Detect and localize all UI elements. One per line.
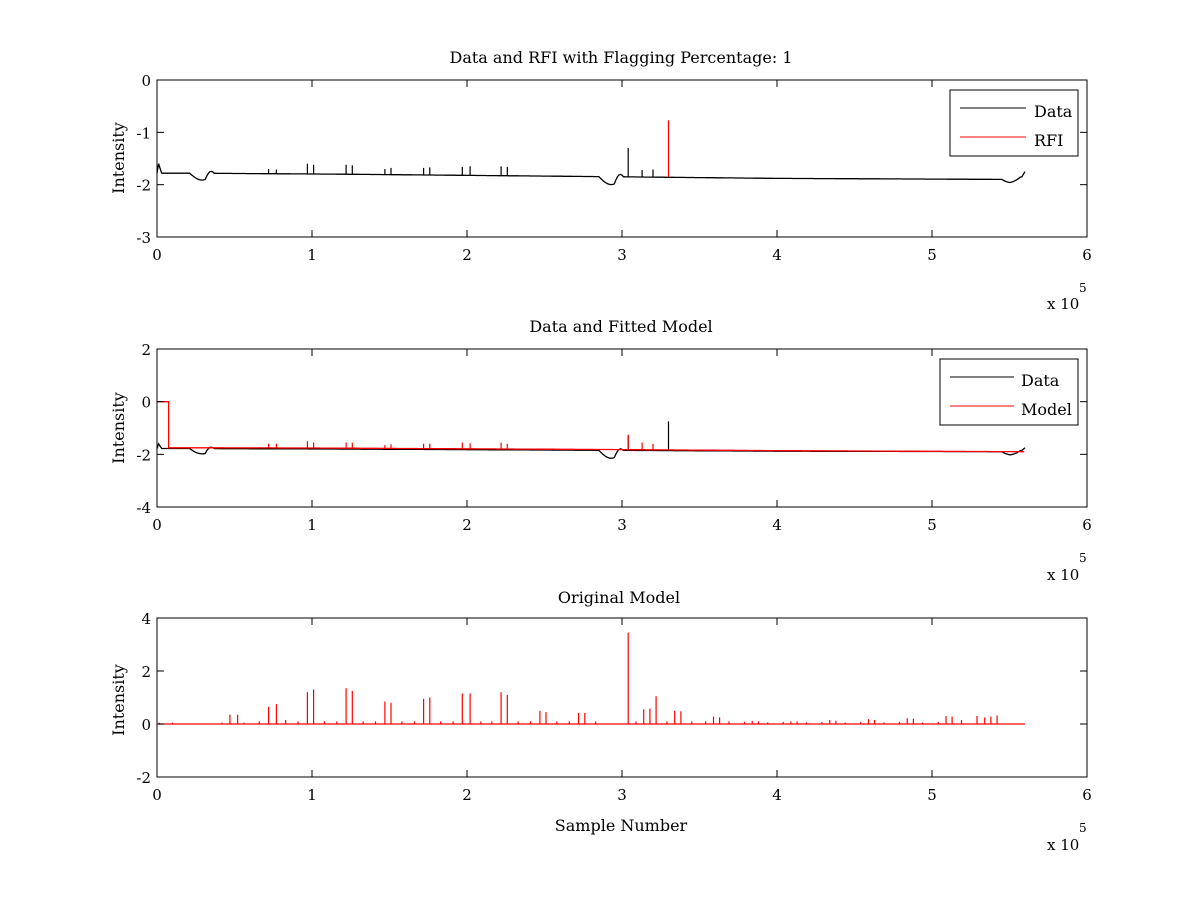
y-tick-label: 0 <box>141 394 151 412</box>
x-tick-label: 0 <box>152 246 162 264</box>
y-tick-label: -2 <box>136 446 151 464</box>
x-tick-label: 6 <box>1082 246 1092 264</box>
x-tick-label: 4 <box>772 786 782 804</box>
x-exponent-base: x 10 <box>1047 566 1079 584</box>
y-axis-label: Intensity <box>109 664 128 736</box>
y-tick-label: 4 <box>141 610 151 628</box>
subplot-title: Original Model <box>558 588 680 607</box>
x-exponent-base: x 10 <box>1047 295 1079 313</box>
y-axis-label: Intensity <box>109 122 128 194</box>
y-axis: -2 0 2 4 <box>136 610 1087 787</box>
x-tick-label: 4 <box>772 246 782 264</box>
series-line <box>157 401 1025 453</box>
x-axis: 0 1 2 3 4 5 6 <box>152 618 1092 804</box>
x-tick-label: 3 <box>617 246 627 264</box>
legend-label-model: Model <box>1021 400 1072 419</box>
subplot-title: Data and Fitted Model <box>529 317 712 336</box>
x-axis: 0 1 2 3 4 5 6 <box>152 349 1092 534</box>
x-exponent-power: 5 <box>1079 281 1087 295</box>
subplot-data-model: Data and Fitted Model Intensity 0 1 2 3 4 5 6-… <box>109 317 1092 584</box>
x-tick-label: 1 <box>307 516 317 534</box>
x-tick-label: 4 <box>772 516 782 534</box>
x-axis: 0 1 2 3 4 5 6 <box>152 80 1092 264</box>
series-line <box>156 163 1026 186</box>
y-tick-label: 2 <box>141 663 151 681</box>
legend: Data RFI <box>949 89 1079 157</box>
y-tick-label: 0 <box>141 716 151 734</box>
plot-area: 0 1 2 3 4 5 6 -3 -2 -1 0 <box>136 72 1091 264</box>
series-model <box>157 401 1025 453</box>
plot-area: 0 1 2 3 4 5 6 -4 -2 0 2 <box>136 341 1091 534</box>
y-tick-label: 0 <box>141 72 151 90</box>
x-tick-label: 5 <box>927 516 937 534</box>
y-tick-label: -1 <box>136 124 151 142</box>
y-axis: -4 -2 0 2 <box>136 341 1087 517</box>
legend-label-data: Data <box>1034 102 1073 121</box>
y-tick-label: -4 <box>136 499 151 517</box>
x-tick-label: 3 <box>617 786 627 804</box>
x-exponent-label: x 10 5 <box>1047 551 1087 584</box>
x-tick-label: 0 <box>152 786 162 804</box>
legend-box <box>949 89 1079 157</box>
x-axis-label: Sample Number <box>555 816 688 835</box>
subplot-title: Data and RFI with Flagging Percentage: 1 <box>449 48 792 67</box>
x-exponent-power: 5 <box>1079 821 1087 835</box>
x-tick-label: 3 <box>617 516 627 534</box>
x-tick-label: 1 <box>307 246 317 264</box>
legend-box <box>939 358 1079 426</box>
x-exponent-label: x 10 5 <box>1047 821 1087 854</box>
x-tick-label: 5 <box>927 246 937 264</box>
x-tick-label: 6 <box>1082 516 1092 534</box>
x-tick-label: 6 <box>1082 786 1092 804</box>
subplot-data-rfi: Data and RFI with Flagging Percentage: 1… <box>109 48 1092 313</box>
y-tick-label: -2 <box>136 769 151 787</box>
x-exponent-base: x 10 <box>1047 836 1079 854</box>
legend: Data Model <box>939 358 1079 426</box>
series-data <box>156 148 1026 186</box>
y-axis: -3 -2 -1 0 <box>136 72 1087 247</box>
x-tick-label: 2 <box>462 786 472 804</box>
y-tick-label: -2 <box>136 177 151 195</box>
x-tick-label: 0 <box>152 516 162 534</box>
x-tick-label: 2 <box>462 516 472 534</box>
x-tick-label: 2 <box>462 246 472 264</box>
legend-label-rfi: RFI <box>1034 131 1063 150</box>
y-axis-label: Intensity <box>109 392 128 464</box>
x-tick-label: 1 <box>307 786 317 804</box>
x-exponent-label: x 10 5 <box>1047 281 1087 313</box>
series-model <box>158 632 1025 725</box>
x-tick-label: 5 <box>927 786 937 804</box>
legend-label-data: Data <box>1021 371 1060 390</box>
y-tick-label: 2 <box>141 341 151 359</box>
x-exponent-power: 5 <box>1079 551 1087 565</box>
y-tick-label: -3 <box>136 229 151 247</box>
